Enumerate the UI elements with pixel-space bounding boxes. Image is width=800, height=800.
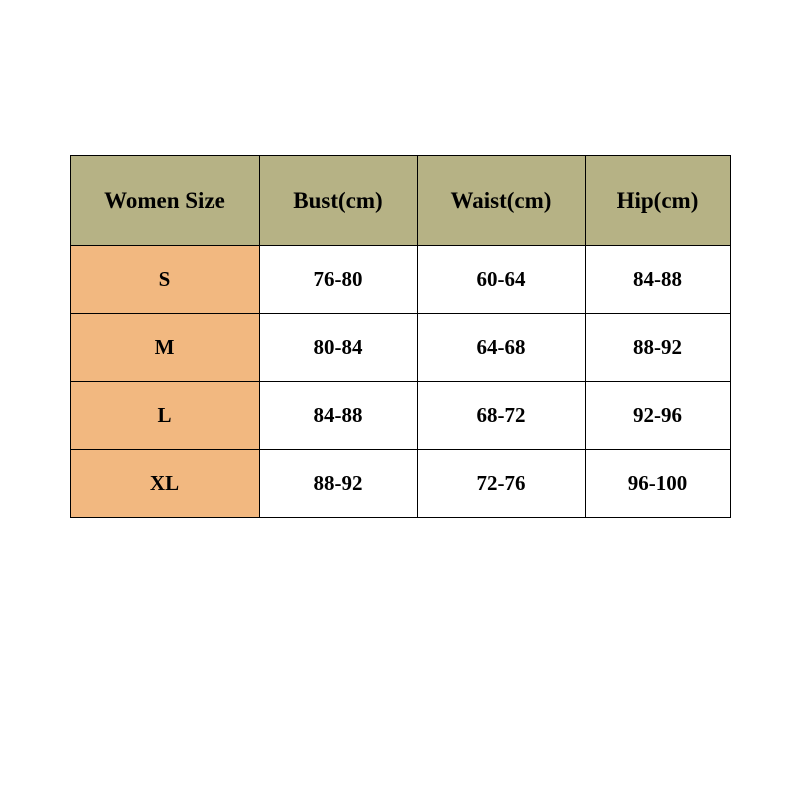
cell-waist: 60-64 <box>417 246 585 314</box>
cell-waist: 64-68 <box>417 314 585 382</box>
cell-bust: 80-84 <box>259 314 417 382</box>
cell-waist: 72-76 <box>417 450 585 518</box>
cell-waist: 68-72 <box>417 382 585 450</box>
col-header-women-size: Women Size <box>70 156 259 246</box>
cell-hip: 92-96 <box>585 382 730 450</box>
table-row: XL 88-92 72-76 96-100 <box>70 450 730 518</box>
table-row: M 80-84 64-68 88-92 <box>70 314 730 382</box>
page-container: Women Size Bust(cm) Waist(cm) Hip(cm) S … <box>0 0 800 800</box>
col-header-waist: Waist(cm) <box>417 156 585 246</box>
cell-size: S <box>70 246 259 314</box>
table-header-row: Women Size Bust(cm) Waist(cm) Hip(cm) <box>70 156 730 246</box>
table-row: S 76-80 60-64 84-88 <box>70 246 730 314</box>
cell-hip: 84-88 <box>585 246 730 314</box>
cell-size: L <box>70 382 259 450</box>
cell-hip: 88-92 <box>585 314 730 382</box>
cell-bust: 88-92 <box>259 450 417 518</box>
col-header-bust: Bust(cm) <box>259 156 417 246</box>
table-row: L 84-88 68-72 92-96 <box>70 382 730 450</box>
cell-size: XL <box>70 450 259 518</box>
col-header-hip: Hip(cm) <box>585 156 730 246</box>
cell-hip: 96-100 <box>585 450 730 518</box>
cell-bust: 84-88 <box>259 382 417 450</box>
size-chart-table: Women Size Bust(cm) Waist(cm) Hip(cm) S … <box>70 155 731 518</box>
cell-size: M <box>70 314 259 382</box>
cell-bust: 76-80 <box>259 246 417 314</box>
